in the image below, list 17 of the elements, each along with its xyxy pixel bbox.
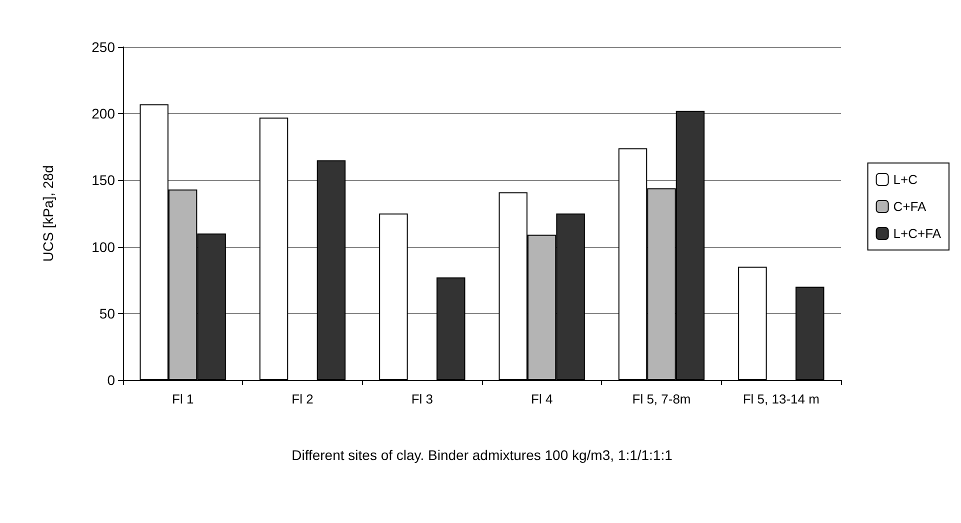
legend-label: L+C+FA [893, 226, 942, 241]
legend-label: C+FA [893, 199, 927, 214]
x-tick-label: Fl 1 [172, 392, 194, 406]
y-tick-label: 50 [99, 305, 116, 322]
y-tick-label: 0 [107, 372, 116, 388]
x-tick-label: Fl 3 [411, 392, 434, 406]
y-tick-label: 250 [92, 39, 116, 55]
legend-label: L+C [893, 172, 918, 187]
x-tick-label: Fl 2 [292, 392, 314, 406]
y-tick-label: 150 [92, 172, 116, 188]
x-tick-label: Fl 5, 13-14 m [742, 392, 820, 406]
y-tick-label: 200 [92, 106, 116, 122]
y-tick-label: 100 [92, 238, 116, 255]
x-tick-label: Fl 5, 7-8m [632, 392, 691, 406]
y-axis-title: UCS [kPa], 28d [40, 165, 56, 262]
x-tick-label: Fl 4 [530, 392, 553, 406]
x-axis-title: Different sites of clay. Binder admixtures 100 kg/m3, 1:1/1:1:1 [292, 447, 673, 463]
